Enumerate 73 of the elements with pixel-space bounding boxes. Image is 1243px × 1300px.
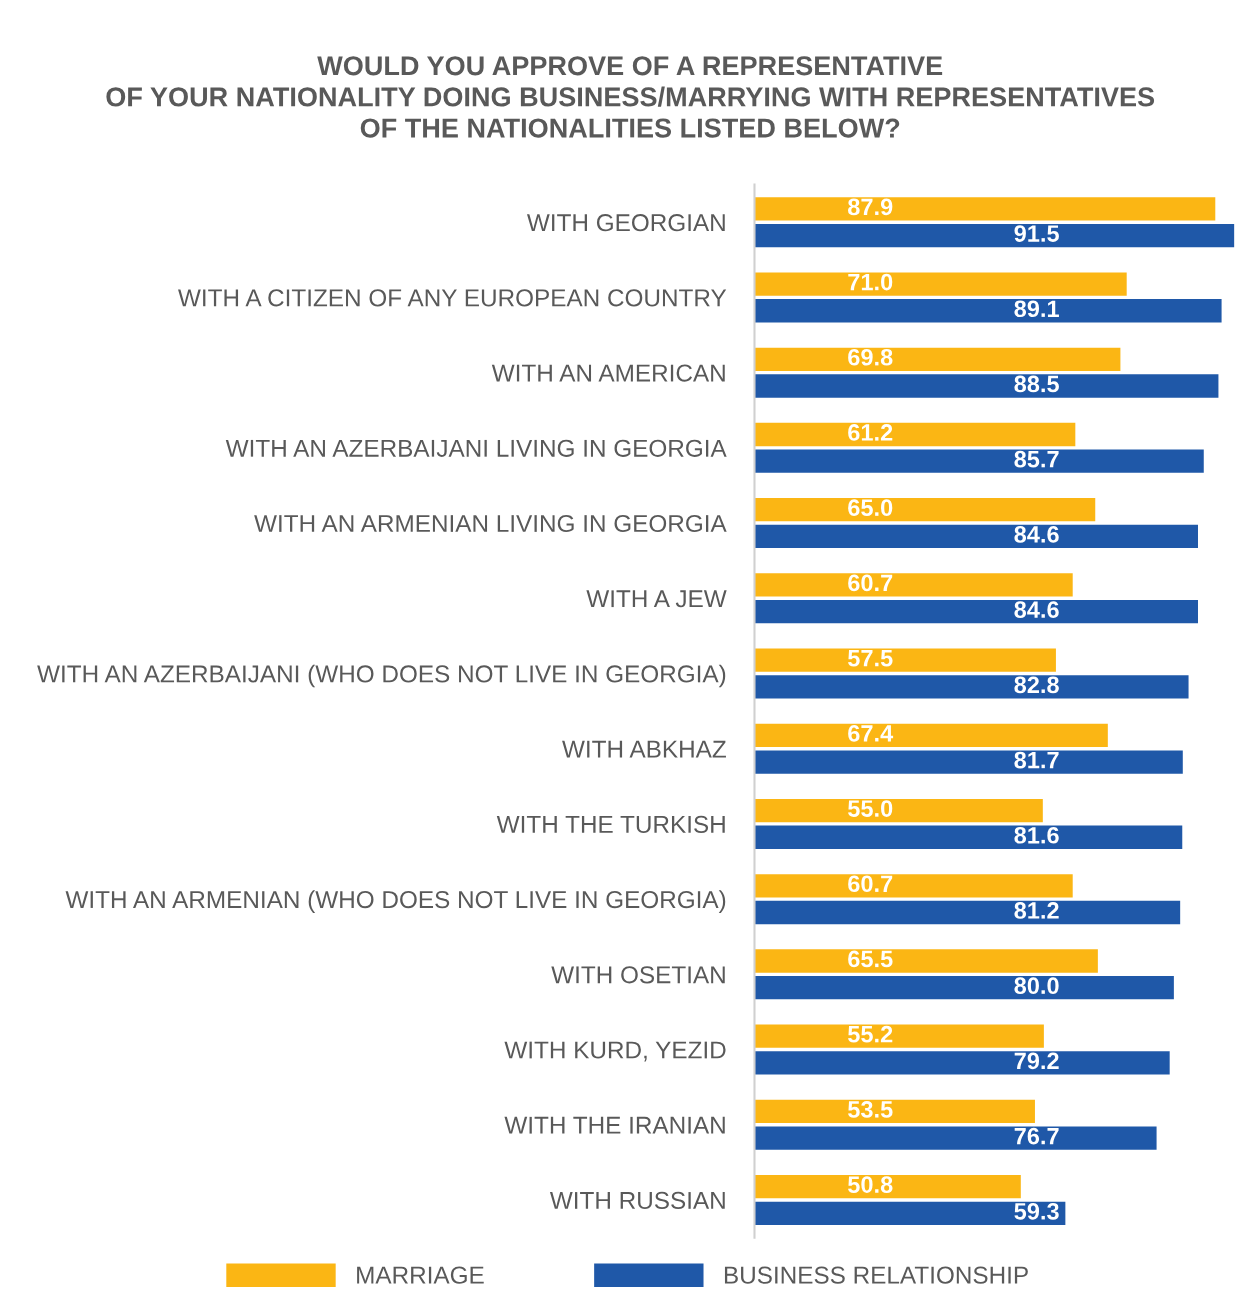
data-label: 69.8 [848, 348, 893, 366]
data-label: 76.7 [1014, 1127, 1059, 1145]
bar [754, 449, 1204, 473]
data-label: 55.2 [848, 1025, 893, 1043]
bar [754, 648, 1056, 672]
y-tick-label: WITH AN AMERICAN [491, 364, 725, 382]
bar [754, 825, 1183, 849]
bar [754, 949, 1098, 973]
y-tick-label: WITH GEORGIAN [526, 214, 725, 232]
data-label: 85.7 [1014, 450, 1059, 468]
bar [754, 874, 1073, 898]
data-label: 84.6 [1014, 601, 1059, 618]
y-tick-label: WITH A CITIZEN OF ANY EUROPEAN COUNTRY [178, 289, 727, 307]
data-label: 50.8 [848, 1176, 893, 1193]
bar [754, 976, 1174, 1000]
bar [754, 524, 1198, 549]
y-tick-label: WITH KURD, YEZID [504, 1041, 726, 1062]
y-tick-label: WITH RUSSIAN [549, 1191, 725, 1210]
bar [754, 573, 1073, 597]
data-label: 57.5 [848, 650, 893, 667]
data-label: 65.0 [848, 499, 893, 517]
bar [754, 599, 1198, 624]
data-label: 81.7 [1014, 751, 1059, 769]
data-label: 88.5 [1014, 375, 1059, 393]
data-label: 87.9 [848, 198, 893, 216]
bar [754, 1051, 1170, 1075]
bar [754, 750, 1183, 774]
y-tick-label: WITH THE TURKISH [496, 815, 725, 833]
bar [754, 1126, 1157, 1150]
bar [754, 1024, 1044, 1048]
data-label: 91.5 [1014, 225, 1059, 242]
data-label: 65.5 [848, 950, 893, 968]
data-label: 59.3 [1014, 1202, 1059, 1220]
data-label: 84.6 [1014, 526, 1059, 543]
bar [754, 798, 1043, 823]
y-tick-label: WITH AN AZERBAIJANI (WHO DOES NOT LIVE IN GEORGIA) [37, 664, 726, 688]
bar [754, 498, 1096, 522]
data-label: 61.2 [848, 424, 893, 441]
data-label: 80.0 [1014, 977, 1059, 995]
bar [754, 723, 1108, 748]
bar [754, 1099, 1035, 1124]
bar [754, 1174, 1021, 1199]
y-tick-label: WITH A JEW [586, 590, 727, 608]
y-tick-label: WITH OSETIAN [551, 966, 725, 984]
y-tick-label: WITH AN AZERBAIJANI LIVING IN GEORGIA [225, 439, 727, 457]
bar [754, 272, 1127, 296]
data-label: 79.2 [1014, 1052, 1059, 1070]
data-label: 71.0 [848, 273, 893, 291]
bar [754, 374, 1219, 398]
data-label: 60.7 [848, 875, 893, 893]
data-label: 81.2 [1014, 902, 1059, 919]
data-label: 89.1 [1014, 300, 1059, 318]
legend-label: BUSINESS RELATIONSHIP [724, 1266, 1028, 1284]
chart-title: WOULD YOU APPROVE OF A REPRESENTATIVE OF YOUR NATIONALITY DOING BUSINESS/MARRYING WITH REPRESENTATIVES OF THE NATIONALITIES LISTED BELOW? [106, 56, 1155, 138]
data-label: 55.0 [848, 800, 893, 817]
y-tick-label: WITH AN ARMENIAN (WHO DOES NOT LIVE IN GEORGIA) [65, 890, 726, 913]
bar [754, 223, 1235, 248]
y-tick-label: WITH ABKHAZ [562, 740, 726, 758]
y-tick-label: WITH AN ARMENIAN LIVING IN GEORGIA [254, 514, 727, 533]
data-label: 82.8 [1014, 676, 1059, 694]
bar [754, 299, 1222, 323]
data-label: 60.7 [848, 574, 893, 592]
bar [754, 675, 1189, 699]
data-label: 67.4 [848, 724, 894, 742]
data-label: 81.6 [1014, 826, 1059, 844]
legend-label: MARRIAGE [357, 1266, 484, 1284]
data-label: 53.5 [848, 1101, 893, 1118]
bar [754, 422, 1076, 447]
bar [754, 900, 1181, 925]
bar [754, 197, 1216, 221]
bar [754, 1201, 1066, 1225]
y-tick-label: WITH THE IRANIAN [504, 1116, 725, 1134]
bar [754, 347, 1121, 371]
